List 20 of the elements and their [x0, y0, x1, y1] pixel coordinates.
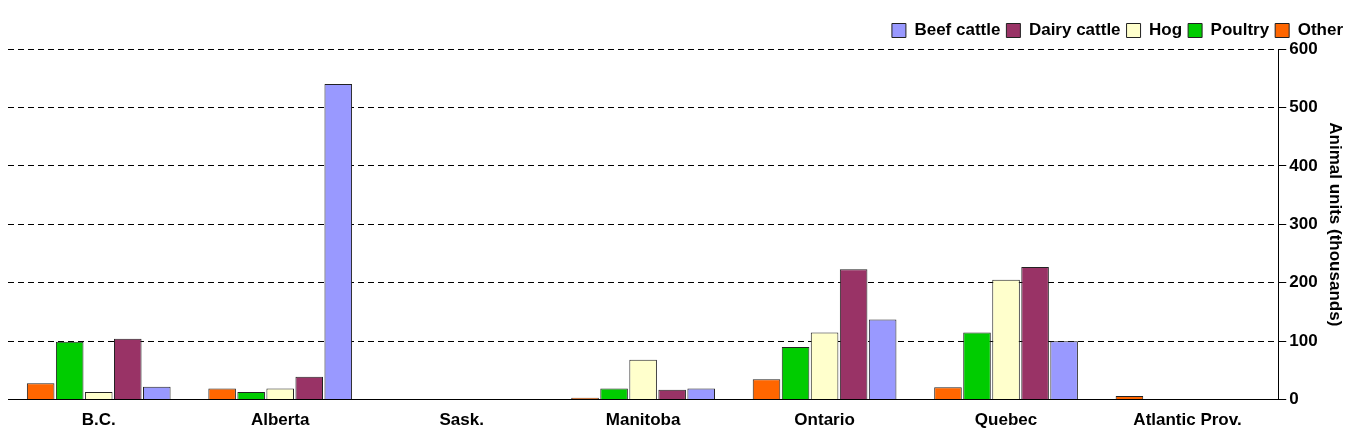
y-tick-label: 0 [1289, 389, 1299, 409]
x-tick-label: Atlantic Prov. [1133, 410, 1242, 430]
x-tick-label: Manitoba [605, 410, 681, 430]
y-tick-label: 400 [1289, 155, 1318, 175]
x-tick-label: Ontario [794, 410, 855, 430]
y-tick-label: 100 [1289, 330, 1318, 350]
y-tick-label: 500 [1289, 97, 1318, 117]
legend-label: Poultry [1210, 20, 1270, 40]
legend-label: Dairy cattle [1028, 20, 1121, 40]
y-tick-label: 300 [1289, 213, 1318, 233]
x-tick-label: Sask. [439, 410, 484, 430]
legend-label: Other [1297, 20, 1344, 40]
x-tick-label: Alberta [250, 410, 311, 430]
legend-label: Hog [1149, 20, 1183, 40]
y-tick-label: 600 [1289, 38, 1318, 58]
x-tick-label: B.C. [81, 410, 116, 430]
y-tick-label: 200 [1289, 272, 1318, 292]
y-axis-title: Animal units (thousands) [1326, 122, 1346, 327]
legend-label: Beef cattle [914, 20, 1001, 40]
x-tick-label: Quebec [974, 410, 1038, 430]
